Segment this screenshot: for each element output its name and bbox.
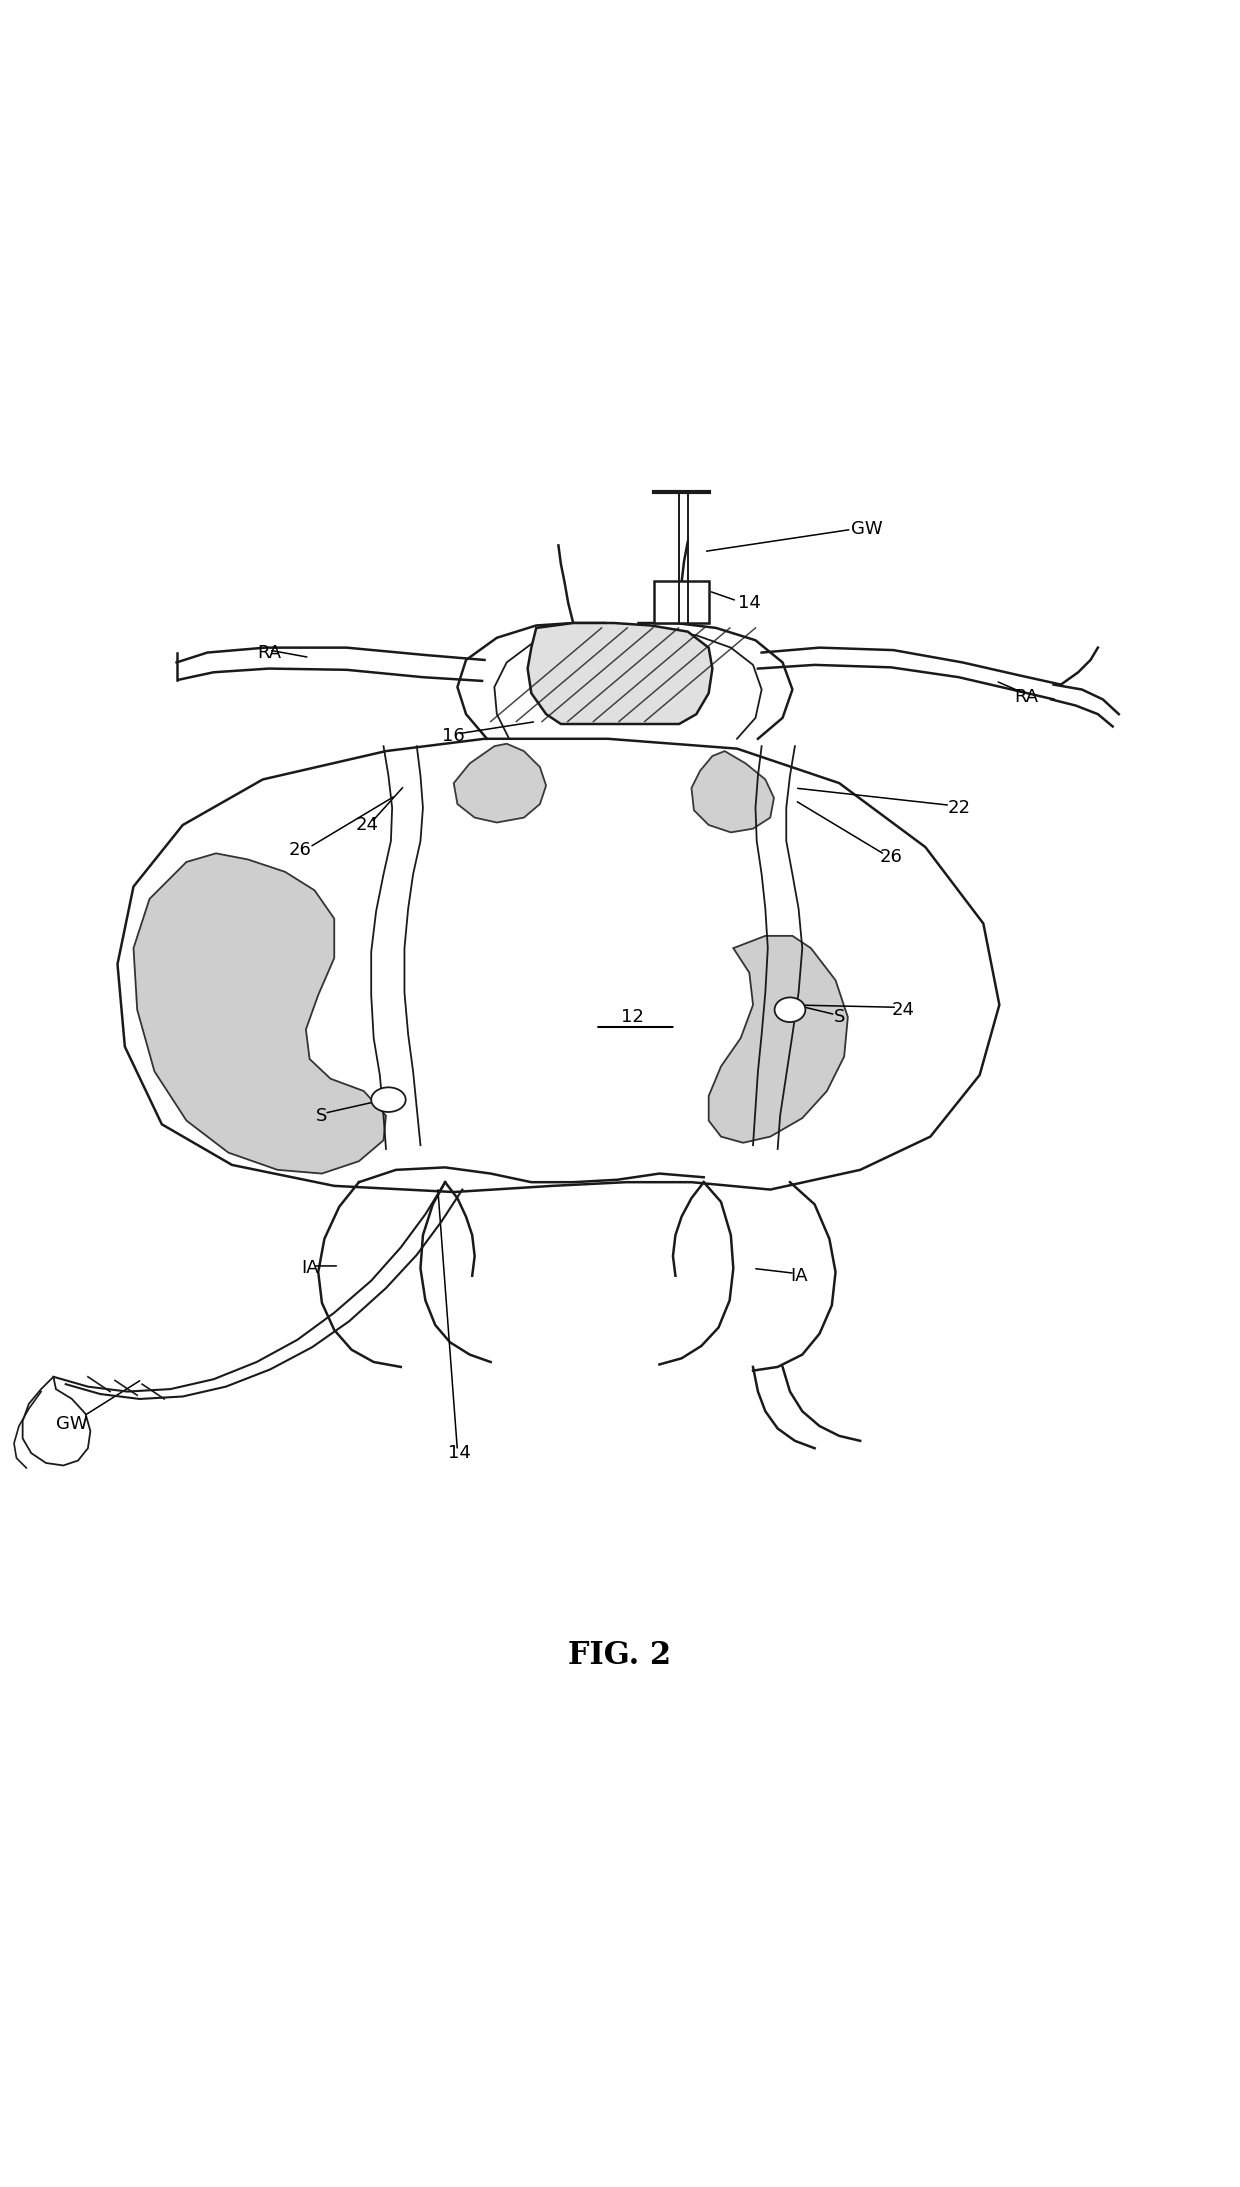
Ellipse shape (775, 997, 805, 1021)
Text: GW: GW (56, 1415, 88, 1432)
Ellipse shape (371, 1087, 405, 1111)
Polygon shape (709, 936, 848, 1144)
Text: IA: IA (790, 1266, 807, 1284)
Text: 22: 22 (947, 798, 970, 816)
Polygon shape (22, 1378, 91, 1465)
Polygon shape (528, 623, 712, 724)
Text: S: S (316, 1107, 327, 1124)
Text: GW: GW (851, 521, 882, 538)
Text: RA: RA (1014, 689, 1039, 706)
Polygon shape (134, 853, 386, 1174)
Text: 24: 24 (892, 1002, 915, 1019)
Text: RA: RA (257, 643, 281, 660)
Text: 26: 26 (289, 840, 311, 859)
Text: 16: 16 (443, 728, 465, 746)
Text: S: S (833, 1008, 844, 1026)
Polygon shape (692, 750, 774, 833)
Text: IA: IA (301, 1260, 319, 1277)
Text: 24: 24 (356, 816, 379, 833)
Text: 14: 14 (738, 595, 761, 612)
Polygon shape (118, 739, 999, 1192)
Polygon shape (454, 744, 546, 822)
Text: 12: 12 (621, 1008, 644, 1026)
Text: 26: 26 (879, 849, 903, 866)
Text: 14: 14 (449, 1443, 471, 1463)
Text: FIG. 2: FIG. 2 (568, 1640, 672, 1671)
Polygon shape (655, 582, 709, 623)
